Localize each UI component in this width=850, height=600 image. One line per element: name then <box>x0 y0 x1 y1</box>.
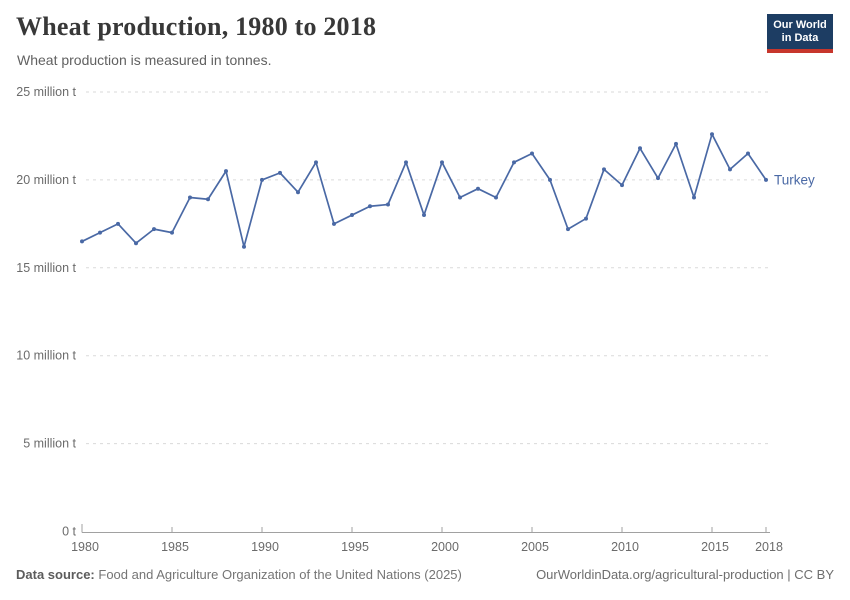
data-point[interactable] <box>422 213 426 218</box>
data-point[interactable] <box>638 146 642 151</box>
x-axis-tick-label: 2005 <box>521 540 549 554</box>
y-axis-tick-label: 10 million t <box>16 349 76 363</box>
data-point[interactable] <box>530 151 534 156</box>
y-axis-tick-label: 20 million t <box>16 173 76 187</box>
series-label-turkey[interactable]: Turkey <box>774 172 815 187</box>
data-point[interactable] <box>710 132 714 137</box>
data-point[interactable] <box>296 190 300 195</box>
data-point[interactable] <box>512 160 516 165</box>
data-point[interactable] <box>692 195 696 200</box>
x-axis-tick-label: 2018 <box>755 540 783 554</box>
x-axis-tick-label: 1990 <box>251 540 279 554</box>
data-point[interactable] <box>224 169 228 174</box>
x-axis-tick-label: 1985 <box>161 540 189 554</box>
data-point[interactable] <box>386 202 390 207</box>
data-point[interactable] <box>116 221 120 226</box>
data-point[interactable] <box>350 213 354 218</box>
series-line-turkey[interactable] <box>81 133 767 248</box>
data-point[interactable] <box>260 177 264 182</box>
data-point[interactable] <box>134 241 138 246</box>
data-point[interactable] <box>152 227 156 232</box>
y-axis-tick-label: 15 million t <box>16 261 76 275</box>
chart-subtitle: Wheat production is measured in tonnes. <box>17 52 272 68</box>
x-axis-tick-label: 2000 <box>431 540 459 554</box>
x-axis-tick-label: 1980 <box>71 540 99 554</box>
chart-title: Wheat production, 1980 to 2018 <box>16 12 377 41</box>
data-point[interactable] <box>206 197 210 202</box>
data-point[interactable] <box>584 216 588 221</box>
data-point[interactable] <box>188 195 192 200</box>
data-point[interactable] <box>80 239 84 244</box>
data-point[interactable] <box>764 177 768 182</box>
data-point[interactable] <box>566 227 570 232</box>
x-axis-tick-label: 2015 <box>701 540 729 554</box>
data-point[interactable] <box>278 170 282 175</box>
data-point[interactable] <box>602 167 606 172</box>
data-point[interactable] <box>314 160 318 165</box>
x-axis-tick-label: 2010 <box>611 540 639 554</box>
data-point[interactable] <box>476 186 480 191</box>
data-point[interactable] <box>368 204 372 209</box>
owid-logo-line2: in Data <box>781 32 819 44</box>
owid-logo-line1: Our World <box>773 19 827 31</box>
data-point[interactable] <box>458 195 462 200</box>
y-axis-tick-label: 5 million t <box>23 437 76 451</box>
data-point[interactable] <box>620 183 624 188</box>
x-axis-tick-label: 1995 <box>341 540 369 554</box>
data-point[interactable] <box>98 230 102 235</box>
data-point[interactable] <box>674 141 678 146</box>
data-point[interactable] <box>728 167 732 172</box>
data-point[interactable] <box>170 230 174 235</box>
y-axis-tick-label: 0 t <box>62 525 76 539</box>
data-source-label: Data source: <box>16 567 95 582</box>
data-point[interactable] <box>548 177 552 182</box>
data-source: Data source: Food and Agriculture Organi… <box>16 567 462 582</box>
data-point[interactable] <box>494 195 498 200</box>
chart-footer: Data source: Food and Agriculture Organi… <box>16 567 834 582</box>
credit-link[interactable]: OurWorldinData.org/agricultural-producti… <box>536 567 834 582</box>
data-point[interactable] <box>656 176 660 181</box>
data-point[interactable] <box>746 151 750 156</box>
data-point[interactable] <box>440 160 444 165</box>
data-point[interactable] <box>332 221 336 226</box>
owid-logo[interactable]: Our World in Data <box>767 14 833 53</box>
y-axis-tick-label: 25 million t <box>16 85 76 99</box>
data-source-text: Food and Agriculture Organization of the… <box>98 567 462 582</box>
data-point[interactable] <box>404 160 408 165</box>
data-point[interactable] <box>242 244 246 249</box>
